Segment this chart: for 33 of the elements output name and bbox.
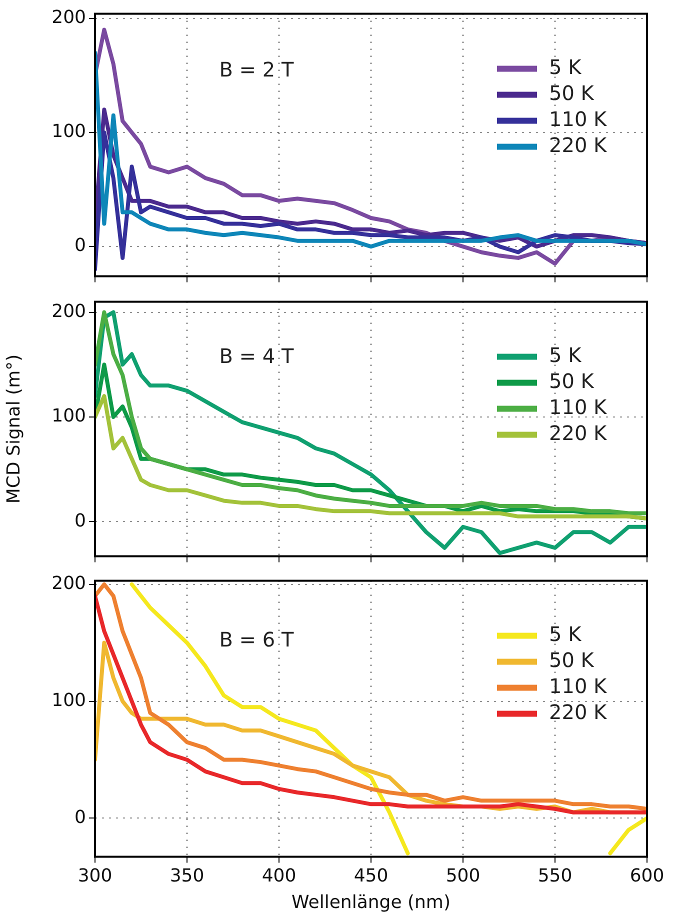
legend-label: 5 K	[549, 55, 582, 80]
legend-label: 5 K	[549, 343, 582, 368]
legend-label: 220 K	[549, 421, 608, 446]
annotation: B = 6 T	[219, 628, 294, 652]
legend-label: 50 K	[549, 369, 595, 394]
x-tick-label: 600	[630, 865, 664, 886]
annotation: B = 2 T	[219, 58, 294, 82]
x-tick-label: 400	[262, 865, 296, 886]
legend-label: 50 K	[549, 648, 595, 672]
legend-label: 50 K	[549, 81, 595, 106]
legend-label: 5 K	[549, 622, 582, 646]
x-tick-label: 300	[78, 865, 112, 886]
y-tick-label: 100	[52, 121, 86, 142]
x-tick-label: 550	[538, 865, 572, 886]
y-tick-label: 0	[74, 235, 86, 256]
y-tick-label: 200	[52, 300, 86, 322]
x-tick-label: 350	[170, 865, 204, 886]
legend-label: 110 K	[549, 107, 608, 132]
y-tick-label: 200	[52, 572, 86, 594]
y-axis-title: MCD Signal (m°)	[3, 354, 24, 504]
y-tick-label: 0	[74, 510, 86, 532]
legend-label: 110 K	[549, 395, 608, 420]
y-tick-label: 100	[52, 690, 86, 711]
x-tick-label: 500	[446, 865, 480, 886]
x-axis-title: Wellenlänge (nm)	[292, 892, 450, 913]
x-tick-label: 450	[354, 865, 388, 886]
y-tick-label: 100	[52, 406, 86, 427]
y-tick-label: 0	[74, 806, 86, 828]
legend-label: 220 K	[549, 700, 608, 724]
legend-label: 110 K	[549, 674, 608, 698]
legend-label: 220 K	[549, 133, 608, 158]
y-tick-label: 200	[52, 7, 86, 28]
annotation: B = 4 T	[219, 344, 294, 368]
